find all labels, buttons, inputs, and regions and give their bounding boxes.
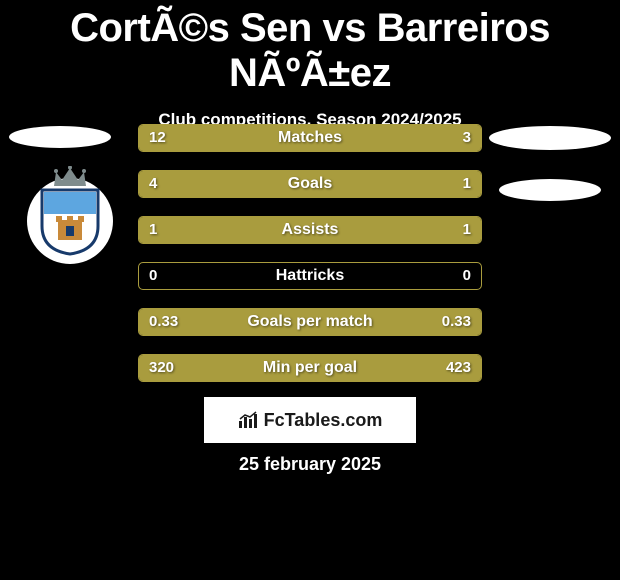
- stat-row: Assists1 1: [138, 216, 482, 244]
- date-label: 25 february 2025: [0, 454, 620, 475]
- stat-row: Goals per match0.33 0.33: [138, 308, 482, 336]
- stat-value-left: 4: [149, 171, 157, 197]
- stat-value-right: 3: [463, 125, 471, 151]
- stat-value-left: 1: [149, 217, 157, 243]
- stat-row: Goals4 1: [138, 170, 482, 198]
- stat-value-right: 1: [463, 171, 471, 197]
- oval-top-right: [489, 126, 611, 150]
- oval-mid-right: [499, 179, 601, 201]
- stat-label: Min per goal: [139, 355, 481, 381]
- brand-box: FcTables.com: [204, 397, 416, 443]
- oval-top-left: [9, 126, 111, 148]
- stat-label: Goals: [139, 171, 481, 197]
- shield-icon: [38, 186, 102, 256]
- crown-icon: [52, 166, 88, 188]
- stat-value-right: 423: [446, 355, 471, 381]
- stat-value-left: 0: [149, 263, 157, 289]
- stat-value-right: 0.33: [442, 309, 471, 335]
- stat-label: Assists: [139, 217, 481, 243]
- stat-label: Goals per match: [139, 309, 481, 335]
- stat-row: Min per goal320 423: [138, 354, 482, 382]
- stat-value-left: 320: [149, 355, 174, 381]
- stat-value-left: 0.33: [149, 309, 178, 335]
- page-title: CortÃ©s Sen vs Barreiros NÃºÃ±ez: [0, 0, 620, 96]
- stat-label: Matches: [139, 125, 481, 151]
- club-crest: [27, 178, 113, 264]
- stat-value-right: 1: [463, 217, 471, 243]
- brand-label: FcTables.com: [264, 410, 383, 431]
- stat-value-right: 0: [463, 263, 471, 289]
- stat-value-left: 12: [149, 125, 166, 151]
- stat-label: Hattricks: [139, 263, 481, 289]
- chart-icon: [238, 411, 260, 429]
- stat-row: Hattricks0 0: [138, 262, 482, 290]
- stat-row: Matches12 3: [138, 124, 482, 152]
- stats-container: Matches123Goals41Assists11Hattricks00Goa…: [138, 124, 482, 400]
